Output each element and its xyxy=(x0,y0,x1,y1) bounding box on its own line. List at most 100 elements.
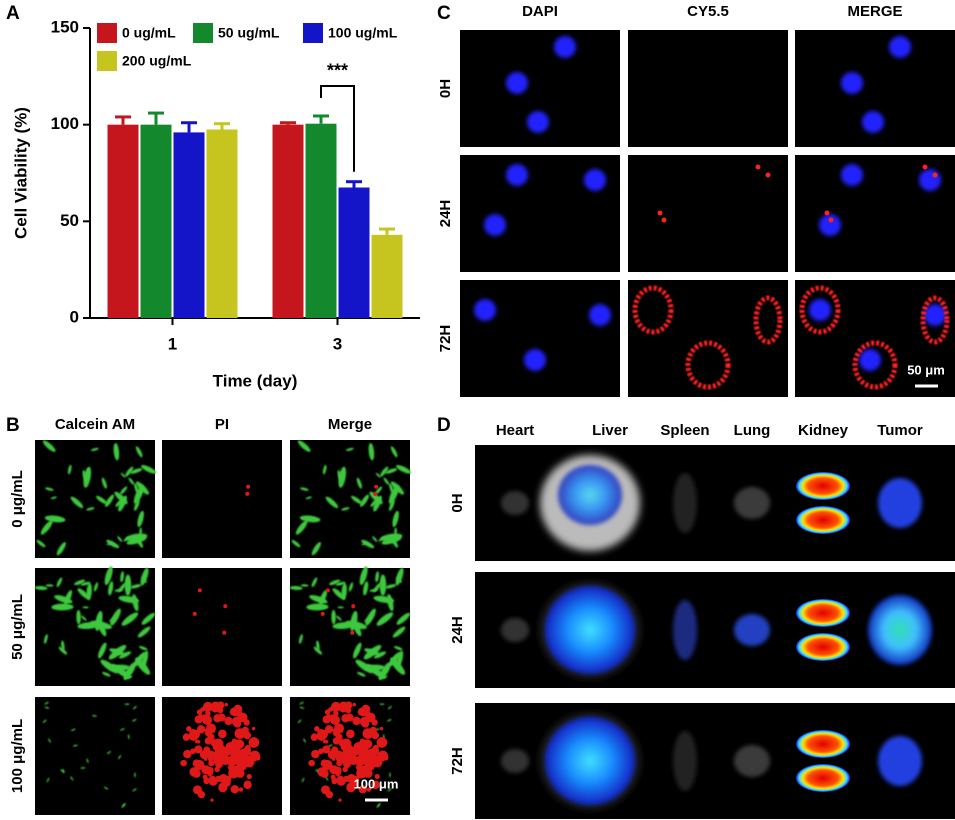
cell xyxy=(299,515,321,523)
cell xyxy=(359,566,368,586)
cell xyxy=(83,466,92,488)
cell xyxy=(44,701,49,705)
dead-cell xyxy=(379,726,384,731)
cell xyxy=(392,626,406,638)
cell xyxy=(141,612,156,625)
cell xyxy=(376,803,380,808)
dead-cell xyxy=(238,787,244,792)
dead-cell xyxy=(224,716,233,726)
cell xyxy=(351,495,363,505)
cell xyxy=(389,483,394,494)
cell xyxy=(291,539,301,548)
cell xyxy=(109,648,125,656)
probe-ring xyxy=(920,295,950,345)
dead-cell xyxy=(230,746,242,758)
cell xyxy=(104,786,109,790)
cell xyxy=(120,571,124,583)
cell xyxy=(387,788,392,792)
cell xyxy=(337,606,344,609)
panel-label: D xyxy=(437,415,451,436)
nucleus xyxy=(862,111,884,133)
cell xyxy=(90,447,99,452)
dead-cell xyxy=(245,491,250,496)
cell xyxy=(379,574,387,596)
cell xyxy=(82,606,89,609)
cell xyxy=(64,590,73,606)
column-label: DAPI xyxy=(522,3,558,20)
dead-cell xyxy=(192,759,201,768)
cell xyxy=(120,472,126,478)
cell xyxy=(373,595,395,604)
dead-cell xyxy=(358,746,370,758)
cell xyxy=(378,675,388,679)
cell xyxy=(297,719,302,724)
image-panel xyxy=(460,280,620,397)
cell xyxy=(299,701,304,705)
dead-cell xyxy=(180,759,187,767)
dead-cell xyxy=(196,740,201,744)
cell xyxy=(44,706,50,709)
dead-cell xyxy=(220,747,227,753)
cell xyxy=(369,491,383,505)
cell xyxy=(372,536,378,542)
dead-cell xyxy=(246,484,251,489)
cell xyxy=(46,777,50,783)
cell xyxy=(56,542,66,556)
cell xyxy=(104,566,113,586)
error-bar xyxy=(115,115,131,125)
cell xyxy=(364,648,380,656)
dead-cell xyxy=(358,785,368,794)
legend-swatch xyxy=(193,23,213,43)
dead-cell xyxy=(198,714,203,719)
cell xyxy=(120,728,125,731)
cell xyxy=(128,477,135,485)
dead-cell xyxy=(310,733,319,741)
error-bar xyxy=(379,227,395,235)
dead-cell xyxy=(213,714,222,723)
dead-cell xyxy=(243,719,250,726)
cell xyxy=(135,481,150,495)
cell xyxy=(363,581,369,596)
dead-cell xyxy=(356,774,361,779)
probe xyxy=(932,172,938,178)
tumor xyxy=(868,595,932,665)
cell xyxy=(70,776,74,781)
dead-cell xyxy=(352,702,357,707)
cell xyxy=(383,477,390,485)
cell xyxy=(42,719,47,724)
cell xyxy=(387,718,392,722)
significance-bracket xyxy=(320,84,355,172)
nucleus xyxy=(554,36,576,58)
nucleus xyxy=(584,169,606,191)
cell xyxy=(379,703,385,705)
dead-cell xyxy=(210,798,214,802)
dead-cell xyxy=(222,630,227,635)
cell xyxy=(77,588,90,600)
probe xyxy=(765,172,771,178)
cell xyxy=(356,671,366,677)
probe xyxy=(657,210,663,216)
nucleus xyxy=(474,299,496,321)
spleen xyxy=(673,473,697,533)
cell xyxy=(80,615,87,621)
cell xyxy=(118,651,132,659)
cell xyxy=(108,581,114,596)
dead-cell xyxy=(336,733,341,738)
cell xyxy=(392,510,399,528)
nucleus xyxy=(527,111,549,133)
cell xyxy=(311,542,321,556)
dead-cell xyxy=(352,716,361,726)
cell xyxy=(373,651,387,659)
column-label: Liver xyxy=(592,422,628,439)
cell xyxy=(106,542,114,546)
cell xyxy=(118,755,122,760)
dead-cell xyxy=(308,759,315,767)
cell xyxy=(134,483,139,494)
cell xyxy=(361,539,375,549)
cell xyxy=(376,612,394,626)
error-bar xyxy=(280,121,296,125)
dead-cell xyxy=(315,727,319,732)
dead-cell xyxy=(330,701,342,712)
kidney xyxy=(796,730,850,758)
dead-cell xyxy=(206,723,216,734)
